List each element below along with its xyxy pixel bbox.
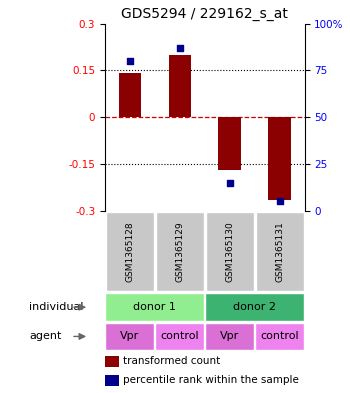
Text: GSM1365130: GSM1365130 — [225, 221, 234, 282]
Text: control: control — [260, 331, 299, 342]
Text: Vpr: Vpr — [120, 331, 140, 342]
Text: GSM1365128: GSM1365128 — [125, 221, 134, 282]
Text: control: control — [161, 331, 199, 342]
Text: GSM1365129: GSM1365129 — [175, 221, 184, 282]
Bar — [105, 323, 154, 350]
Bar — [206, 212, 254, 291]
Point — [277, 198, 282, 204]
Bar — [218, 117, 241, 170]
Bar — [155, 323, 204, 350]
Bar — [105, 356, 119, 367]
Bar — [205, 323, 254, 350]
Text: percentile rank within the sample: percentile rank within the sample — [123, 375, 299, 385]
Bar — [105, 375, 119, 386]
Title: GDS5294 / 229162_s_at: GDS5294 / 229162_s_at — [121, 7, 288, 21]
Text: agent: agent — [29, 331, 62, 342]
Bar — [105, 294, 204, 321]
Bar — [256, 212, 303, 291]
Text: donor 1: donor 1 — [133, 302, 176, 312]
Bar — [119, 73, 141, 117]
Point — [177, 45, 183, 51]
Text: transformed count: transformed count — [123, 356, 220, 366]
Text: Vpr: Vpr — [220, 331, 239, 342]
Point — [127, 58, 133, 64]
Bar — [169, 55, 191, 117]
Bar — [156, 212, 204, 291]
Text: donor 2: donor 2 — [233, 302, 276, 312]
Bar — [255, 323, 304, 350]
Point — [227, 180, 232, 186]
Text: individual: individual — [29, 302, 84, 312]
Bar — [106, 212, 154, 291]
Bar — [205, 294, 304, 321]
Text: GSM1365131: GSM1365131 — [275, 221, 284, 282]
Bar — [268, 117, 291, 200]
